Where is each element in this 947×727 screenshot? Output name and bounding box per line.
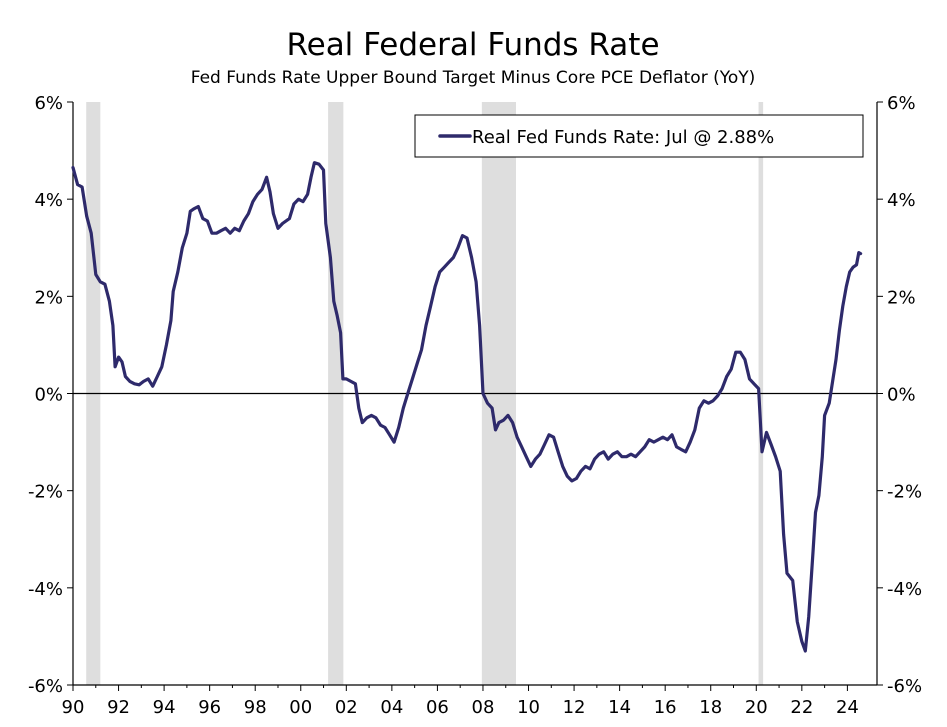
x-tick-label: 18 <box>699 697 722 718</box>
x-tick-label: 22 <box>790 697 813 718</box>
x-tick-label: 06 <box>426 697 449 718</box>
x-tick-label: 24 <box>836 697 859 718</box>
y-tick-label-left: -6% <box>28 676 63 697</box>
x-tick-label: 94 <box>153 697 176 718</box>
x-tick-label: 16 <box>654 697 677 718</box>
y-tick-label-right: -4% <box>887 579 922 600</box>
x-tick-label: 14 <box>608 697 631 718</box>
legend-label: Real Fed Funds Rate: Jul @ 2.88% <box>472 127 774 148</box>
x-tick-label: 04 <box>380 697 403 718</box>
y-tick-label-left: 2% <box>34 287 63 308</box>
y-tick-label-left: 6% <box>34 93 63 114</box>
x-tick-label: 10 <box>517 697 540 718</box>
x-tick-label: 98 <box>244 697 267 718</box>
chart-title: Real Federal Funds Rate <box>286 27 659 63</box>
x-tick-label: 90 <box>62 697 85 718</box>
legend: Real Fed Funds Rate: Jul @ 2.88% <box>414 114 864 158</box>
series-line-real-fed-funds <box>71 161 863 653</box>
x-tick-label: 20 <box>745 697 768 718</box>
x-tick-label: 00 <box>289 697 312 718</box>
x-tick-label: 02 <box>335 697 358 718</box>
y-tick-label-right: 6% <box>887 93 916 114</box>
y-tick-label-right: 4% <box>887 190 916 211</box>
x-tick-label: 12 <box>563 697 586 718</box>
y-tick-label-left: 4% <box>34 190 63 211</box>
axis-ticks: 6% 6%4% 4%2% 2%0% 0%-2% -2%-4% -4%-6% -6%90 92 94… <box>28 93 922 718</box>
chart-subtitle: Fed Funds Rate Upper Bound Target Minus … <box>191 68 756 88</box>
y-tick-label-right: -6% <box>887 676 922 697</box>
x-tick-label: 92 <box>107 697 130 718</box>
y-tick-label-right: 2% <box>887 287 916 308</box>
y-tick-label-left: 0% <box>34 385 63 406</box>
y-tick-label-right: 0% <box>887 385 916 406</box>
x-tick-label: 96 <box>198 697 221 718</box>
y-tick-label-left: -4% <box>28 579 63 600</box>
y-tick-label-right: -2% <box>887 482 922 503</box>
y-tick-label-left: -2% <box>28 482 63 503</box>
legend-box <box>414 114 864 158</box>
x-tick-label: 08 <box>472 697 495 718</box>
